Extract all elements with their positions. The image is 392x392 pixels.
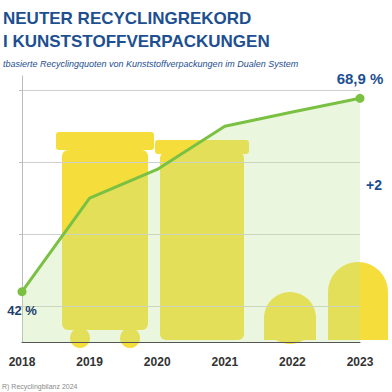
svg-text:tbasierte Recyclingquoten von: tbasierte Recyclingquoten von Kunststoff… — [3, 59, 299, 69]
svg-text:2020: 2020 — [144, 355, 171, 369]
svg-text:2019: 2019 — [76, 355, 103, 369]
svg-text:R) Recyclingbilanz 2024: R) Recyclingbilanz 2024 — [2, 383, 78, 391]
svg-text:+2: +2 — [366, 177, 382, 193]
svg-text:NEUTER RECYCLINGREKORD: NEUTER RECYCLINGREKORD — [3, 9, 251, 28]
svg-text:2023: 2023 — [347, 355, 374, 369]
svg-text:42 %: 42 % — [7, 303, 37, 318]
svg-text:2021: 2021 — [211, 355, 238, 369]
svg-text:I KUNSTSTOFFVERPACKUNGEN: I KUNSTSTOFFVERPACKUNGEN — [3, 32, 270, 51]
svg-text:2018: 2018 — [9, 355, 36, 369]
svg-text:2022: 2022 — [279, 355, 306, 369]
svg-text:68,9 %: 68,9 % — [337, 70, 384, 87]
